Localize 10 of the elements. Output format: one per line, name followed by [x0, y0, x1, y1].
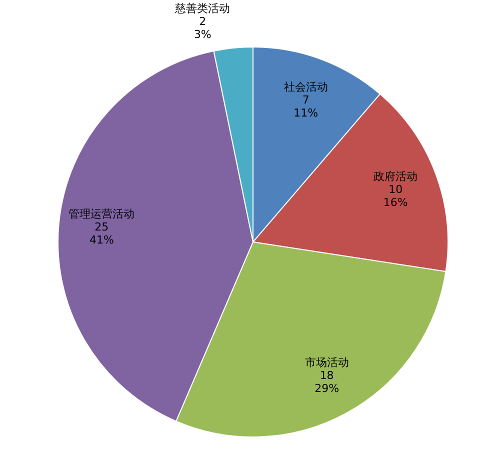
- slice-label: 管理运营活动: [68, 208, 135, 221]
- slice-label: 社会活动: [284, 80, 328, 94]
- data-label: 7 11%: [294, 93, 318, 120]
- data-label: 18 29%: [314, 368, 340, 395]
- slice-label: 市场活动: [304, 356, 349, 369]
- data-label: 2 3%: [194, 15, 212, 42]
- slice-label: 政府活动: [374, 170, 418, 184]
- slice-label: 慈善类活动: [174, 2, 230, 16]
- data-label: 25 41%: [89, 220, 114, 247]
- data-label: 10 16%: [383, 183, 408, 210]
